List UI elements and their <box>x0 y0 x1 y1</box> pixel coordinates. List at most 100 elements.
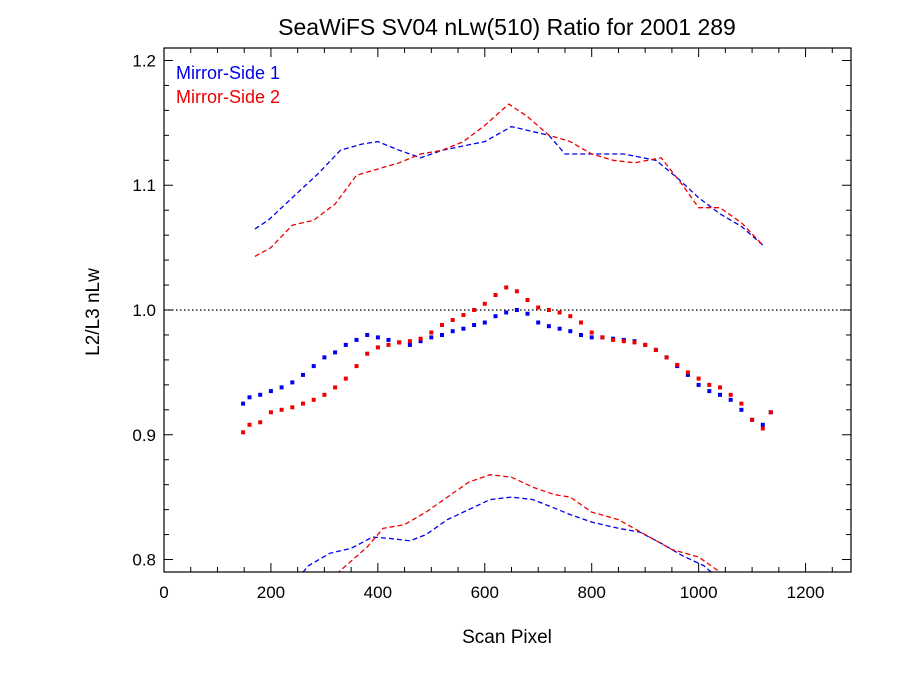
series-2-point <box>268 410 273 415</box>
series-1-point <box>247 395 252 400</box>
series-2-point <box>675 362 680 367</box>
y-axis-title: L2/L3 nLw <box>83 268 104 356</box>
series-2-point <box>461 313 466 317</box>
series-2-point <box>247 422 252 427</box>
series-1-point <box>579 333 583 337</box>
series-2-point <box>632 340 637 345</box>
series-1-point <box>536 320 541 325</box>
series-2-point <box>696 376 701 381</box>
series-2-point <box>472 308 477 312</box>
y-tick-label: 1.2 <box>132 51 156 70</box>
series-2-lower-envelope <box>337 474 722 572</box>
series-2-point <box>750 417 755 422</box>
series-2-point <box>611 337 616 342</box>
series-2-point <box>241 430 246 435</box>
series-1-lower-envelope <box>302 496 713 572</box>
envelope-lines <box>254 103 764 572</box>
series-2-point <box>354 364 359 369</box>
series-2-point <box>311 397 316 402</box>
series-1-point <box>696 382 701 387</box>
y-tick-label: 1.1 <box>132 176 156 195</box>
legend-item-mirror-side-2: Mirror-Side 2 <box>176 87 280 107</box>
series-2-point <box>718 385 722 390</box>
series-2-point <box>707 382 712 387</box>
series-2-point <box>621 339 626 344</box>
series-1-point <box>707 389 712 394</box>
legend-item-mirror-side-1: Mirror-Side 1 <box>176 63 280 83</box>
series-2-point <box>760 426 765 431</box>
x-tick-label: 400 <box>364 583 392 602</box>
series-2-point <box>397 340 402 345</box>
series-2-point <box>290 405 295 410</box>
x-tick-label: 1000 <box>680 583 718 602</box>
series-1-point <box>440 333 444 337</box>
series-1-point <box>557 326 562 331</box>
series-2-point <box>365 351 370 356</box>
series-2-point <box>643 342 648 347</box>
x-tick-label: 200 <box>257 583 285 602</box>
series-1-point <box>354 337 359 342</box>
series-2-point <box>600 335 605 340</box>
series-2-point <box>525 298 530 302</box>
y-tick-label: 1.0 <box>132 301 156 320</box>
series-1-point <box>268 389 273 394</box>
series-2-point <box>258 420 263 425</box>
tick-labels: 0 200 400 600 800 1000 1200 0.8 0.9 1.0 1.1 1.2 <box>132 51 824 602</box>
x-tick-label: 800 <box>578 583 606 602</box>
series-2-point <box>568 314 573 319</box>
data-points <box>241 285 773 435</box>
series-1-point <box>279 385 284 390</box>
series-1-point <box>514 308 519 312</box>
series-1-point <box>386 337 391 342</box>
series-2-point <box>375 345 380 350</box>
series-2-point <box>407 339 412 344</box>
series-2-point <box>343 376 348 381</box>
series-1-point <box>685 372 690 377</box>
series-2-point <box>685 370 690 375</box>
series-2-point <box>653 347 658 352</box>
series-1-point <box>241 401 246 406</box>
series-1-point <box>365 333 370 337</box>
series-1-point <box>290 380 295 385</box>
series-2-point <box>504 285 509 290</box>
series-2-point <box>450 318 455 322</box>
series-1-point <box>482 320 487 325</box>
x-tick-label: 0 <box>159 583 168 602</box>
series-1-point <box>504 310 509 315</box>
series-2-point <box>739 401 744 406</box>
series-1-point <box>589 335 594 340</box>
series-2-point <box>482 301 487 306</box>
series-2-point <box>728 392 733 397</box>
axis-ticks <box>163 48 851 572</box>
series-1-point <box>418 339 423 344</box>
series-2-point <box>322 392 327 397</box>
series-1-point <box>493 314 498 319</box>
series-2-point <box>386 342 391 347</box>
series-2-point <box>514 289 519 294</box>
series-1-point <box>760 422 765 427</box>
plot-frame <box>163 47 852 573</box>
series-2-point <box>768 410 773 415</box>
series-1-point <box>407 342 412 347</box>
series-2-point <box>536 305 541 310</box>
x-tick-label: 1200 <box>787 583 825 602</box>
series-1-point <box>450 329 455 334</box>
series-2-point <box>333 385 338 390</box>
series-1-point <box>301 372 305 377</box>
series-1-upper-envelope <box>254 125 764 246</box>
y-tick-label: 0.8 <box>132 551 156 570</box>
series-1-point <box>546 324 551 329</box>
series-1-point <box>718 392 722 397</box>
x-tick-label: 600 <box>471 583 499 602</box>
series-1-point <box>343 342 348 347</box>
series-1-point <box>311 364 316 369</box>
series-1-point <box>322 355 327 360</box>
series-1-point <box>258 392 263 397</box>
x-axis-title: Scan Pixel <box>462 627 552 648</box>
series-2-point <box>557 310 562 315</box>
series-1-point <box>739 407 744 412</box>
series-2-point <box>589 330 594 335</box>
series-2-point <box>546 308 551 312</box>
chart-title: SeaWiFS SV04 nLw(510) Ratio for 2001 289 <box>278 14 736 40</box>
